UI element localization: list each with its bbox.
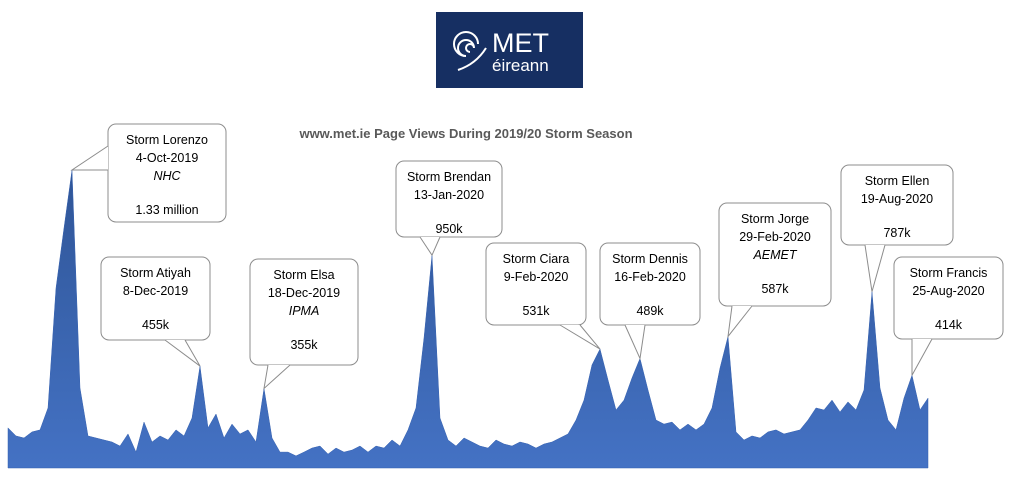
callout: Storm Dennis 16-Feb-2020 489k bbox=[599, 242, 701, 361]
callout-tail-edge bbox=[727, 305, 753, 339]
callout-name: Storm Ciara bbox=[503, 252, 570, 266]
callout-box bbox=[249, 258, 359, 366]
callout-date: 18-Dec-2019 bbox=[268, 286, 340, 300]
callout-box bbox=[100, 256, 211, 341]
callout-date: 4-Oct-2019 bbox=[136, 151, 199, 165]
chart-title: www.met.ie Page Views During 2019/20 Sto… bbox=[298, 126, 632, 141]
callout-tail bbox=[420, 237, 440, 256]
callout-tail bbox=[865, 245, 885, 292]
callout: Storm Atiyah 8-Dec-2019 455k bbox=[100, 256, 211, 367]
callout-agency: NHC bbox=[153, 169, 181, 183]
callout-box bbox=[485, 242, 587, 326]
callout-value: 355k bbox=[290, 338, 318, 352]
callout-tail-edge bbox=[624, 324, 646, 361]
callout-name: Storm Jorge bbox=[741, 212, 809, 226]
area bbox=[7, 169, 929, 469]
logo-swirl bbox=[453, 31, 479, 57]
callout: Storm Elsa 18-Dec-2019 IPMA 355k bbox=[249, 258, 359, 390]
callout-box bbox=[395, 160, 503, 238]
callout-date: 16-Feb-2020 bbox=[614, 270, 686, 284]
callout-date: 8-Dec-2019 bbox=[123, 284, 188, 298]
callout-name: Storm Brendan bbox=[407, 170, 491, 184]
callout-value: 531k bbox=[522, 304, 550, 318]
callout-tail-edge bbox=[164, 339, 201, 367]
callout-date: 29-Feb-2020 bbox=[739, 230, 811, 244]
logo-background bbox=[436, 12, 583, 88]
callout-tail-edge bbox=[864, 244, 886, 292]
callout-agency: AEMET bbox=[752, 248, 797, 262]
callout-box bbox=[893, 256, 1004, 340]
callout-box bbox=[599, 242, 701, 326]
callout-tail-edge bbox=[419, 236, 441, 257]
callout-name: Storm Lorenzo bbox=[126, 133, 208, 147]
callout-name: Storm Atiyah bbox=[120, 266, 191, 280]
callout-date: 13-Jan-2020 bbox=[414, 188, 484, 202]
callout-tail bbox=[625, 325, 645, 359]
logo-swirl bbox=[457, 47, 487, 71]
callout-name: Storm Dennis bbox=[612, 252, 688, 266]
callout-value: 787k bbox=[883, 226, 911, 240]
callout-value: 455k bbox=[142, 318, 170, 332]
logo: MET éireann bbox=[436, 12, 583, 88]
callout-name: Storm Francis bbox=[910, 266, 988, 280]
callout-tail-edge bbox=[911, 338, 933, 376]
callout: Storm Jorge 29-Feb-2020 AEMET 587k bbox=[718, 202, 832, 339]
callout-name: Storm Elsa bbox=[273, 268, 334, 282]
callout-box bbox=[840, 164, 954, 246]
callout: Storm Francis 25-Aug-2020 414k bbox=[893, 256, 1004, 376]
callout-tail-edge bbox=[70, 145, 109, 171]
callout-date: 19-Aug-2020 bbox=[861, 192, 933, 206]
callout-box bbox=[107, 123, 227, 223]
callout: Storm Lorenzo 4-Oct-2019 NHC 1.33 million bbox=[70, 123, 227, 223]
callout-value: 414k bbox=[935, 318, 963, 332]
callout-agency: IPMA bbox=[289, 304, 320, 318]
logo-title: MET bbox=[492, 28, 549, 58]
callout-value: 587k bbox=[761, 282, 789, 296]
callout-value: 1.33 million bbox=[135, 203, 198, 217]
callout: Storm Ellen 19-Aug-2020 787k bbox=[840, 164, 954, 292]
callout-box bbox=[718, 202, 832, 307]
callout-tail-edge bbox=[559, 324, 601, 350]
callout-value: 489k bbox=[636, 304, 664, 318]
callout-tail-edge bbox=[263, 364, 291, 390]
callout-name: Storm Ellen bbox=[865, 174, 930, 188]
callout-value: 950k bbox=[435, 222, 463, 236]
callout: Storm Brendan 13-Jan-2020 950k bbox=[395, 160, 503, 257]
logo-subtitle: éireann bbox=[492, 56, 549, 75]
callout-date: 25-Aug-2020 bbox=[912, 284, 984, 298]
callout-date: 9-Feb-2020 bbox=[504, 270, 569, 284]
callout: Storm Ciara 9-Feb-2020 531k bbox=[485, 242, 601, 350]
